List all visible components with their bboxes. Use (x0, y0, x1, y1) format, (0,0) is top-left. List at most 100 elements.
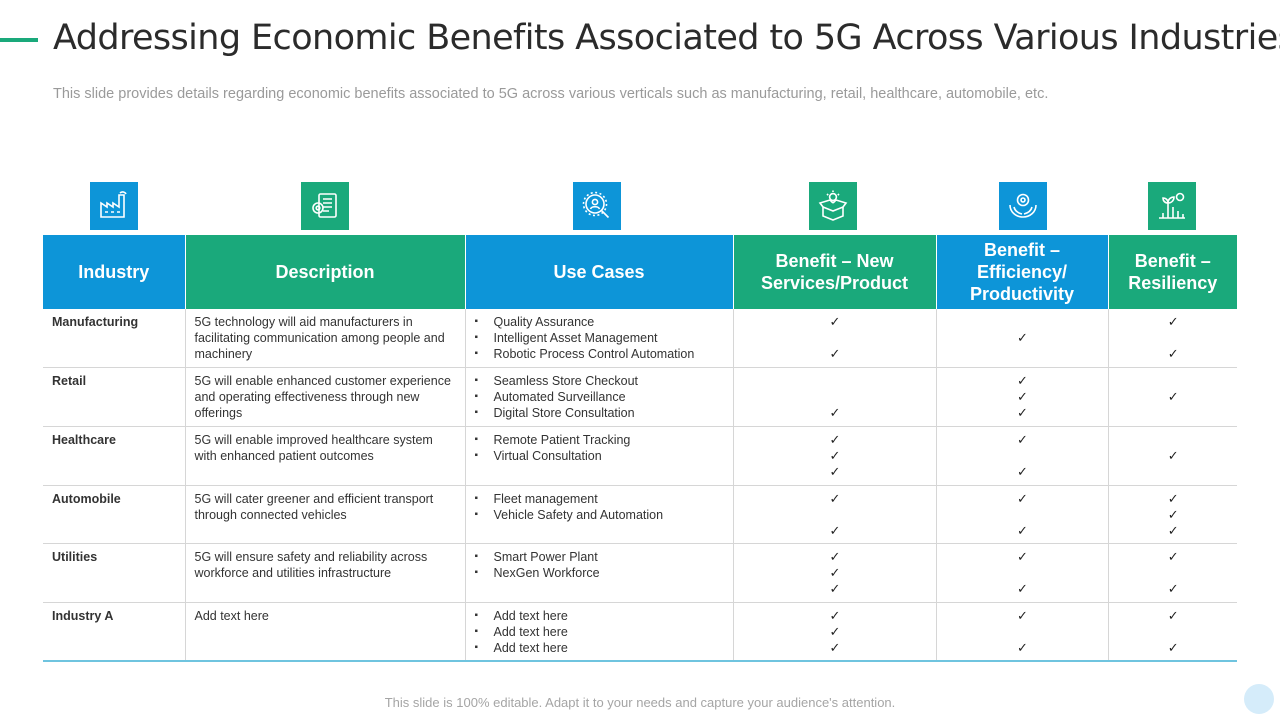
use-cases-cell: Fleet management Vehicle Safety and Auto… (465, 485, 734, 545)
check-mark-icon: ✓ (1167, 549, 1179, 565)
use-case-item: Add text here (475, 608, 725, 624)
check-mark-icon: ✓ (829, 346, 841, 361)
empty-slot (946, 346, 1100, 362)
check-mark-icon: ✓ (1167, 506, 1179, 522)
use-case-item: Quality Assurance (475, 314, 725, 330)
use-case-item: Robotic Process Control Automation (475, 346, 725, 362)
table-row: Automobile 5G will cater greener and eff… (43, 485, 1237, 545)
use-case-item: Virtual Consultation (475, 448, 725, 464)
check-mark-icon: ✓ (1167, 581, 1179, 597)
empty-slot (946, 624, 1100, 640)
empty-slot (946, 565, 1100, 581)
use-cases-cell: Seamless Store Checkout Automated Survei… (465, 367, 734, 427)
check-mark-icon: ✓ (829, 522, 841, 538)
check-mark-icon: ✓ (1167, 490, 1179, 506)
efficiency-check-cell: ✓ ✓ (936, 485, 1109, 545)
check-mark-icon: ✓ (829, 607, 841, 623)
industry-description: 5G will ensure safety and reliability ac… (185, 543, 466, 603)
check-mark-icon: ✓ (1017, 431, 1028, 447)
efficiency-check-cell: ✓ (936, 309, 1109, 369)
industry-description: 5G technology will aid manufacturers in … (185, 309, 466, 369)
use-case-item: Add text here (475, 624, 725, 640)
use-cases-cell: Quality Assurance Intelligent Asset Mana… (465, 309, 734, 369)
check-mark-icon: ✓ (1017, 639, 1028, 655)
check-mark-icon: ✓ (1017, 490, 1028, 506)
new-services-check-cell: ✓ ✓ ✓ (733, 543, 937, 603)
industry-description: 5G will enable enhanced customer experie… (185, 367, 466, 427)
table-row: Manufacturing 5G technology will aid man… (43, 309, 1237, 369)
title-accent-bar (0, 38, 38, 42)
check-mark-icon: ✓ (1167, 389, 1179, 405)
empty-slot (946, 314, 1100, 330)
industry-name: Utilities (43, 543, 186, 603)
empty-slot (743, 373, 928, 389)
corner-decoration (1244, 684, 1274, 714)
table-row: Utilities 5G will ensure safety and reli… (43, 543, 1237, 603)
check-mark-icon: ✓ (1017, 405, 1028, 421)
hands-gear-icon (999, 182, 1047, 230)
empty-slot (946, 448, 1100, 464)
check-mark-icon: ✓ (829, 581, 841, 597)
empty-slot (1118, 405, 1230, 421)
check-mark-icon: ✓ (1017, 607, 1028, 623)
new-services-check-cell: ✓ ✓ ✓ (733, 426, 937, 486)
check-mark-icon: ✓ (1017, 389, 1028, 405)
new-services-check-cell: ✓ ✓ ✓ (733, 602, 937, 663)
check-mark-icon: ✓ (829, 549, 841, 565)
check-mark-icon: ✓ (829, 565, 841, 581)
check-mark-icon: ✓ (829, 431, 841, 447)
empty-slot (743, 389, 928, 405)
new-services-check-cell: ✓ ✓ (733, 485, 937, 545)
empty-slot (1118, 565, 1230, 581)
table-row: Healthcare 5G will enable improved healt… (43, 426, 1237, 486)
check-mark-icon: ✓ (829, 314, 841, 329)
use-case-item: Digital Store Consultation (475, 405, 725, 421)
industry-name: Industry A (43, 602, 186, 663)
resiliency-check-cell: ✓ ✓ ✓ (1108, 485, 1237, 545)
table-row: Retail 5G will enable enhanced customer … (43, 367, 1237, 427)
new-services-check-cell: ✓ ✓ (733, 309, 937, 369)
resiliency-check-cell: ✓ ✓ (1108, 309, 1237, 369)
check-mark-icon: ✓ (1167, 447, 1179, 463)
efficiency-check-cell: ✓ ✓ ✓ (936, 367, 1109, 427)
check-mark-icon: ✓ (829, 490, 841, 506)
header-benefit-efficiency: Benefit – Efficiency/ Productivity (936, 235, 1109, 309)
use-cases-cell: Add text here Add text here Add text her… (465, 602, 734, 663)
new-services-check-cell: ✓ (733, 367, 937, 427)
search-person-icon (573, 182, 621, 230)
resiliency-check-cell: ✓ ✓ (1108, 602, 1237, 663)
check-mark-icon: ✓ (1017, 330, 1028, 345)
efficiency-check-cell: ✓ ✓ (936, 543, 1109, 603)
header-use-cases: Use Cases (465, 235, 734, 309)
use-case-item: Seamless Store Checkout (475, 373, 725, 389)
empty-slot (946, 507, 1100, 523)
empty-slot (1118, 464, 1230, 480)
efficiency-check-cell: ✓ ✓ (936, 602, 1109, 663)
check-mark-icon: ✓ (829, 405, 841, 421)
check-mark-icon: ✓ (1017, 463, 1028, 479)
empty-slot (1118, 373, 1230, 389)
use-case-item: Smart Power Plant (475, 549, 725, 565)
footer-note: This slide is 100% editable. Adapt it to… (384, 695, 896, 710)
open-box-idea-icon (809, 182, 857, 230)
industry-description: 5G will cater greener and efficient tran… (185, 485, 466, 545)
use-case-item: Add text here (475, 640, 725, 656)
table-row: Industry A Add text here Add text here A… (43, 602, 1237, 663)
use-case-item: Fleet management (475, 491, 725, 507)
industry-name: Manufacturing (43, 309, 186, 369)
header-benefit-new-services: Benefit – New Services/Product (733, 235, 937, 309)
industry-description: 5G will enable improved healthcare syste… (185, 426, 466, 486)
page-subtitle: This slide provides details regarding ec… (53, 86, 1049, 102)
industry-name: Automobile (43, 485, 186, 545)
empty-slot (743, 507, 928, 523)
industry-description: Add text here (185, 602, 466, 663)
check-mark-icon: ✓ (829, 447, 841, 463)
check-mark-icon: ✓ (829, 623, 841, 639)
resiliency-check-cell: ✓ (1108, 367, 1237, 427)
use-cases-cell: Remote Patient Tracking Virtual Consulta… (465, 426, 734, 486)
check-mark-icon: ✓ (1017, 581, 1028, 597)
table-header-row: Industry Description Use Cases Benefit –… (43, 235, 1237, 309)
resiliency-check-cell: ✓ ✓ (1108, 543, 1237, 603)
empty-slot (1118, 624, 1230, 640)
check-mark-icon: ✓ (1167, 314, 1179, 329)
